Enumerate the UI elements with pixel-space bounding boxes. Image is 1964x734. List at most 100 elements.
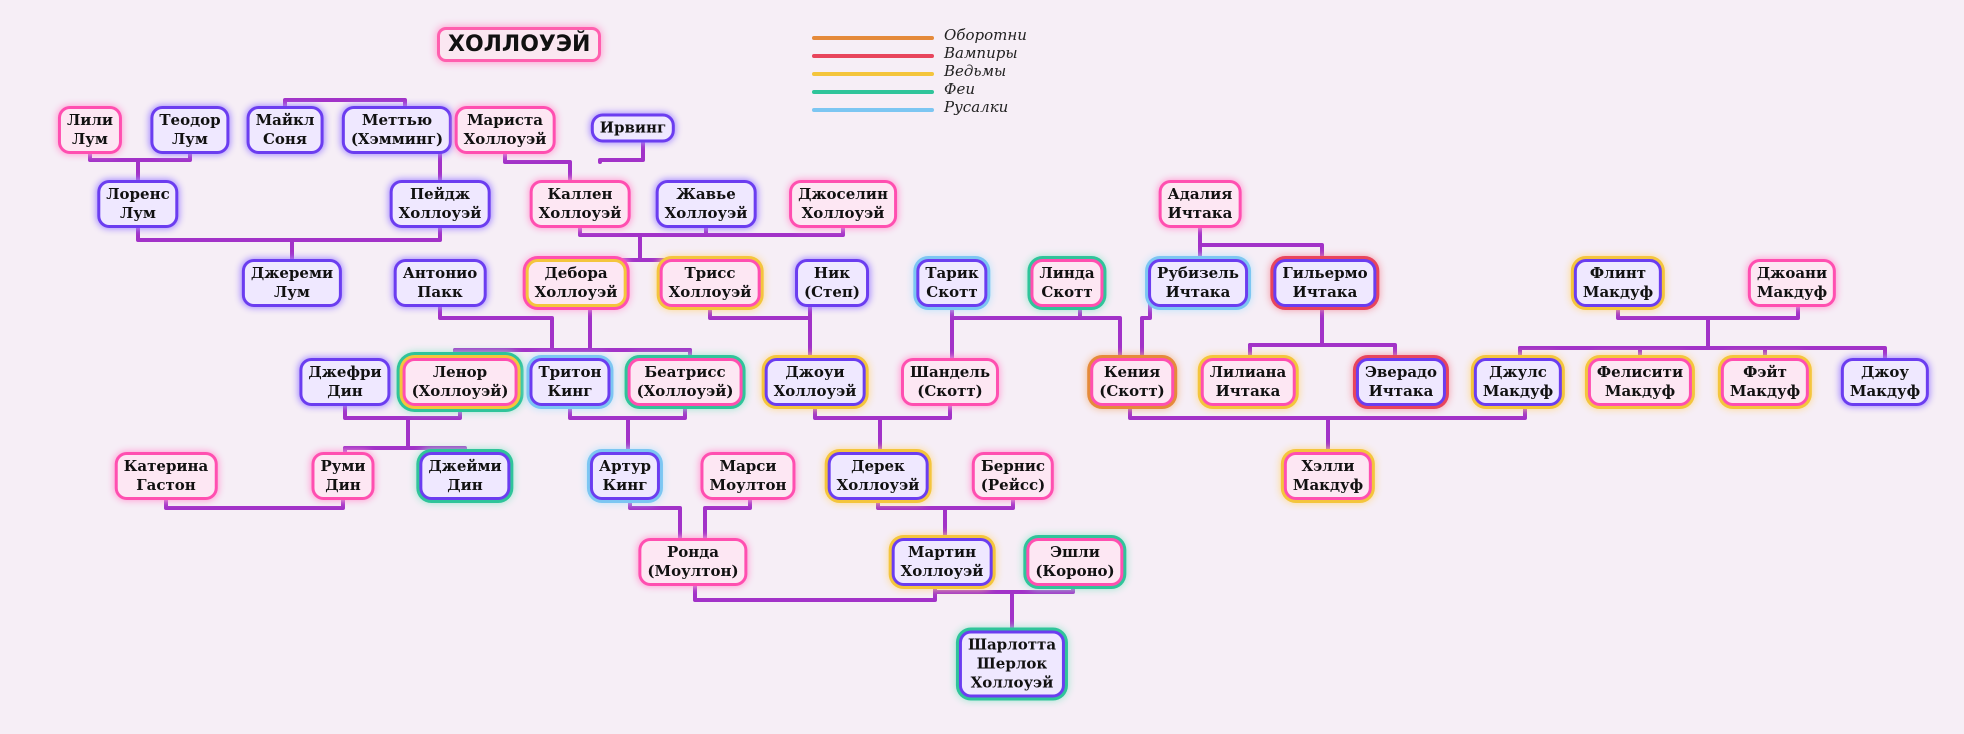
person-surname: Кинг xyxy=(602,476,648,494)
person-name: Майкл xyxy=(255,111,315,129)
person-surname: Моултон xyxy=(709,476,787,494)
person-surname: Холлоуэй xyxy=(463,130,547,148)
person-dzhou-makduf: Джоу Макдуф xyxy=(1843,361,1927,403)
legend: Оборотни Вампиры Ведьмы Феи Русалки xyxy=(812,26,1062,118)
legend-label: Ведьмы xyxy=(944,62,1007,80)
person-name: Ирвинг xyxy=(599,118,667,137)
person-name: Лили xyxy=(66,111,114,129)
person-name: Флинт xyxy=(1589,264,1647,282)
person-zhave-holloway: Жавье Холлоуэй xyxy=(658,183,754,225)
person-name: Джоу xyxy=(1860,363,1910,381)
person-surname: (Скотт) xyxy=(917,382,983,400)
person-surname: Ичтака xyxy=(1165,283,1231,301)
person-dzhoani-makduf: Джоани Макдуф xyxy=(1750,262,1834,304)
person-name: Линда xyxy=(1039,264,1095,282)
person-shandel-skott: Шандель (Скотт) xyxy=(903,361,997,403)
person-surname: Холлоуэй xyxy=(970,673,1054,692)
person-surname: Макдуф xyxy=(1756,283,1828,301)
person-antonio-pakk: Антонио Пакк xyxy=(396,262,484,304)
person-surname: Ичтака xyxy=(1167,204,1233,222)
person-helli-makduf: Хэлли Макдуф xyxy=(1286,455,1370,497)
person-surname: Макдуф xyxy=(1292,476,1364,494)
person-keniya-skott: Кения (Скотт) xyxy=(1093,361,1171,403)
legend-item-fairies: Феи xyxy=(812,80,1062,100)
person-surname: Лум xyxy=(120,204,156,222)
person-name: Джейми xyxy=(428,457,502,475)
legend-item-vampires: Вампиры xyxy=(812,44,1062,64)
person-name: Теодор xyxy=(159,111,221,129)
person-surname: Макдуф xyxy=(1604,382,1676,400)
person-name: Джереми xyxy=(250,264,334,282)
person-name: Джулс xyxy=(1489,363,1547,381)
person-debora-holloway: Дебора Холлоуэй xyxy=(528,262,624,304)
page-title: ХОЛЛОУЭЙ xyxy=(440,30,599,59)
person-derek-holloway: Дерек Холлоуэй xyxy=(830,455,926,497)
person-surname: Дин xyxy=(327,382,363,400)
person-surname: Кинг xyxy=(547,382,593,400)
person-artur-king: Артур Кинг xyxy=(592,455,658,497)
person-name: Эверадо xyxy=(1364,363,1438,381)
person-name: Меттью xyxy=(361,111,433,129)
person-name: Мартин xyxy=(907,543,977,561)
person-name: Ронда xyxy=(667,543,719,561)
person-mettyu-hemming: Меттью (Хэмминг) xyxy=(344,109,450,151)
legend-item-werewolves: Оборотни xyxy=(812,26,1062,46)
person-irving: Ирвинг xyxy=(593,116,673,140)
person-surname: (Скотт) xyxy=(1099,382,1165,400)
person-surname: Холлоуэй xyxy=(668,283,752,301)
person-dzhoselin-holloway: Джоселин Холлоуэй xyxy=(792,183,894,225)
legend-swatch xyxy=(812,90,934,94)
person-surname: Холлоуэй xyxy=(801,204,885,222)
person-name: Бернис xyxy=(980,457,1046,475)
person-adaliya-ichtaka: Адалия Ичтака xyxy=(1161,183,1239,225)
person-dzheremi-lum: Джереми Лум xyxy=(244,262,340,304)
person-surname: (Хэмминг) xyxy=(350,130,444,148)
person-lorens-lum: Лоренс Лум xyxy=(100,183,176,225)
person-name: Рубизель xyxy=(1157,264,1239,282)
person-surname: Холлоуэй xyxy=(836,476,920,494)
person-name: Пейдж xyxy=(410,185,470,203)
person-maykl-sonya: Майкл Соня xyxy=(249,109,321,151)
person-peydzh-holloway: Пейдж Холлоуэй xyxy=(392,183,488,225)
person-name: Джефри xyxy=(308,363,382,381)
person-surname: Гастон xyxy=(136,476,196,494)
person-surname: Ичтака xyxy=(1368,382,1434,400)
person-surname: (Степ) xyxy=(804,283,860,301)
person-name: Шарлотта xyxy=(967,635,1057,654)
person-name: Лоренс xyxy=(106,185,170,203)
person-name: Каллен xyxy=(547,185,613,203)
person-marsi-moulton: Марси Моултон xyxy=(703,455,793,497)
legend-item-witches: Ведьмы xyxy=(812,62,1062,82)
person-surname: (Рейсс) xyxy=(980,476,1046,494)
person-name: Эшли xyxy=(1050,543,1100,561)
person-surname: Ичтака xyxy=(1215,382,1281,400)
person-surname: (Моултон) xyxy=(647,562,739,580)
legend-swatch xyxy=(812,108,934,112)
person-name: Марси xyxy=(719,457,777,475)
person-surname: Холлоуэй xyxy=(398,204,482,222)
person-name: Лилиана xyxy=(1209,363,1287,381)
legend-label: Оборотни xyxy=(944,26,1027,44)
person-surname: Лум xyxy=(274,283,310,301)
person-lili-lum: Лили Лум xyxy=(60,109,120,151)
person-name: Кения xyxy=(1103,363,1161,381)
person-name: Дебора xyxy=(544,264,608,282)
person-surname: Скотт xyxy=(926,283,978,301)
person-surname: Дин xyxy=(447,476,483,494)
person-name: Мариста xyxy=(466,111,544,129)
person-name: Тарик xyxy=(925,264,979,282)
person-name: Трисс xyxy=(684,264,736,282)
person-surname: Холлоуэй xyxy=(773,382,857,400)
person-surname: Ичтака xyxy=(1292,283,1358,301)
person-kallen-holloway: Каллен Холлоуэй xyxy=(532,183,628,225)
person-dzhuls-makduf: Джулс Макдуф xyxy=(1476,361,1560,403)
person-martin-holloway: Мартин Холлоуэй xyxy=(894,541,990,583)
person-name: Тритон xyxy=(538,363,602,381)
person-surname: Холлоуэй xyxy=(534,283,618,301)
person-name: Джоани xyxy=(1756,264,1828,282)
person-surname: (Холлоуэй) xyxy=(636,382,734,400)
person-surname: (Холлоуэй) xyxy=(411,382,509,400)
legend-label: Русалки xyxy=(944,98,1009,116)
person-surname: Макдуф xyxy=(1482,382,1554,400)
